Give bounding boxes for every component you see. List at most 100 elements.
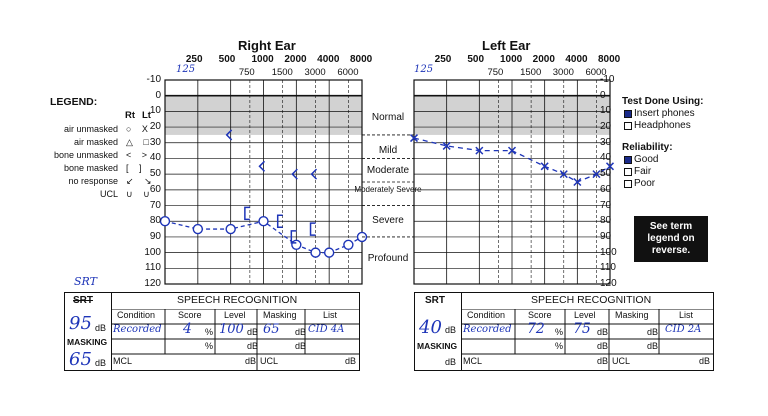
right-hdr-list: List <box>323 310 338 320</box>
left-freq-8000: 8000 <box>598 54 621 65</box>
right-level-label: 50 <box>149 168 161 180</box>
left-freq-3000: 3000 <box>552 67 574 78</box>
right-ucl-label: UCL <box>260 356 279 366</box>
left-freq-2000: 2000 <box>532 54 555 65</box>
left-cell-masking-db: dB <box>647 327 659 337</box>
left-handwritten-125: 125 <box>414 64 434 75</box>
left-audiogram-grid <box>413 79 611 285</box>
left-cell-condition[interactable]: Recorded <box>463 324 512 335</box>
right-hdr-score: Score <box>178 310 202 320</box>
audiogram-plot-marks <box>159 129 615 258</box>
right-mcl-db: dB <box>245 356 257 366</box>
left-level-label: 0 <box>600 89 606 101</box>
right-cell-score[interactable]: 4 <box>183 321 192 337</box>
left-freq-250: 250 <box>434 54 452 65</box>
legend-label-3: bone masked <box>63 163 118 173</box>
legend-label-2: bone unmasked <box>53 150 118 160</box>
right-hdr-condition: Condition <box>117 310 156 320</box>
left-freq-6000: 6000 <box>585 67 607 78</box>
reliability-checkbox-0[interactable] <box>624 156 632 164</box>
right-level-label: 20 <box>149 121 161 133</box>
left-air-marker <box>573 177 582 187</box>
right-hdr-level: Level <box>224 310 246 320</box>
right-bone-marker <box>258 160 266 172</box>
right-bone-marker <box>225 129 233 141</box>
left-air-marker <box>605 162 615 171</box>
test_done-checkbox-1[interactable] <box>624 122 632 130</box>
left-row2-pct: % <box>555 341 564 351</box>
right-audiogram-grid <box>164 79 363 285</box>
left-level-label: 80 <box>600 215 612 227</box>
left-level-label: 50 <box>600 168 612 180</box>
legend-label-1: air masked <box>73 137 118 147</box>
left-level-label: 30 <box>600 136 612 148</box>
left-masking-label: MASKING <box>417 341 458 351</box>
right-level-label: 70 <box>149 199 161 211</box>
left-level-label: 100 <box>600 246 617 258</box>
reliability-title: Reliability: <box>622 142 673 153</box>
left-air-marker <box>507 146 517 155</box>
right-level-label: -10 <box>146 74 161 85</box>
right-freq-1500: 1500 <box>271 67 293 78</box>
right-air-marker <box>159 216 171 227</box>
right-ear-title: Right Ear <box>238 38 296 53</box>
category-dividers <box>362 134 414 238</box>
reliability-label-0: Good <box>634 154 659 165</box>
left-air-marker <box>540 162 549 171</box>
left-masking-db: dB <box>445 357 457 367</box>
left-srt-label: SRT <box>425 295 445 306</box>
right-cell-list[interactable]: CID 4A <box>308 324 345 335</box>
right-freq-250: 250 <box>185 54 203 65</box>
right-mcl-label: MCL <box>113 356 133 366</box>
term-legend-note: See term legend on reverse. <box>634 216 708 262</box>
right-air-marker <box>343 239 354 250</box>
right-freq-4000: 4000 <box>317 54 340 65</box>
left-level-label: 90 <box>600 230 612 242</box>
right-speech-grid: Condition Score Level Masking List Recor… <box>111 309 359 370</box>
right-speech-title: SPEECH RECOGNITION <box>177 294 298 306</box>
legend-symbols-5: ∪ ∪ <box>126 189 154 199</box>
right-cell-masking[interactable]: 65 <box>263 322 280 337</box>
right-masking-label: MASKING <box>67 337 108 347</box>
left-level-label: 110 <box>600 262 616 274</box>
right-freq-8000: 8000 <box>350 54 373 65</box>
right-cell-level[interactable]: 100 <box>219 322 244 337</box>
left-freq-4000: 4000 <box>565 54 588 65</box>
right-masking-value[interactable]: 65 <box>69 349 92 370</box>
left-hdr-level: Level <box>574 310 596 320</box>
test_done-checkbox-0[interactable] <box>624 110 632 118</box>
right-air-marker <box>310 247 321 258</box>
test_done-label-0: Insert phones <box>634 108 695 119</box>
left-mcl-label: MCL <box>463 356 483 366</box>
right-srt-label: SRT <box>73 295 93 306</box>
right-level-label: 120 <box>144 278 161 289</box>
left-ucl-db: dB <box>699 356 711 366</box>
left-speech-grid: Condition Score Level Masking List Recor… <box>461 309 713 370</box>
audiogram-canvas <box>159 79 615 285</box>
reliability-checkbox-2[interactable] <box>624 180 632 188</box>
left-level-label: 120 <box>600 278 617 289</box>
legend-label-0: air unmasked <box>63 124 118 134</box>
category-moderately-severe: Moderately Severe <box>354 184 422 194</box>
left-hdr-list: List <box>679 310 694 320</box>
reliability-checkbox-1[interactable] <box>624 168 632 176</box>
right-air-marker <box>258 216 269 227</box>
right-cell-condition[interactable]: Recorded <box>113 324 162 335</box>
left-ucl-label: UCL <box>612 356 631 366</box>
left-srt-value[interactable]: 40 <box>419 317 442 338</box>
left-cell-level[interactable]: 75 <box>573 321 591 337</box>
left-air-marker <box>442 141 451 150</box>
right-level-label: 40 <box>149 152 161 164</box>
right-srt-value[interactable]: 95 <box>69 313 92 334</box>
legend-symbols-1: △ □ <box>126 137 153 147</box>
left-cell-score[interactable]: 72 <box>527 321 545 337</box>
right-level-label: 0 <box>155 89 161 101</box>
left-level-label: -10 <box>600 74 615 85</box>
right-bone-masked-marker <box>309 222 316 236</box>
right-masking-db: dB <box>95 358 107 368</box>
left-cell-list[interactable]: CID 2A <box>665 324 702 335</box>
right-level-label: 100 <box>144 246 161 258</box>
right-freq-3000: 3000 <box>304 67 326 78</box>
left-hdr-masking: Masking <box>615 310 649 320</box>
legend-symbols-3: [ ] <box>126 163 146 173</box>
